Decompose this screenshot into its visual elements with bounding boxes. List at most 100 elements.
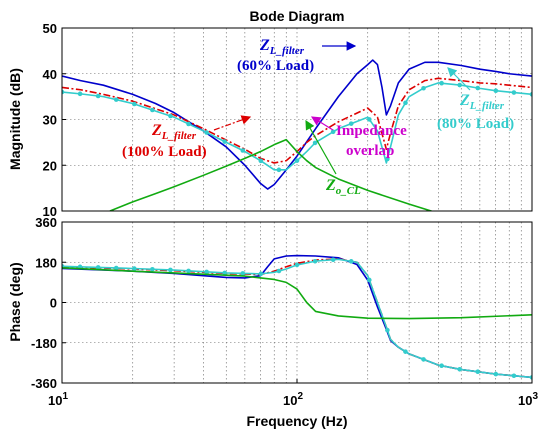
zocl-main: Z <box>325 177 336 194</box>
overlap-label-line2: overlap <box>346 143 394 159</box>
phase-z80-marker <box>330 257 336 263</box>
magnitude-z80-marker <box>312 140 318 146</box>
magnitude-z80-marker <box>421 85 426 91</box>
magnitude-z80-marker <box>403 100 408 106</box>
phase-y-ticks: -360 -180 0 180 360 <box>31 215 66 391</box>
magnitude-z80-marker <box>367 117 372 122</box>
magnitude-z80-marker <box>204 130 209 135</box>
magnitude-z80-marker <box>150 107 155 113</box>
phase-z80-marker <box>168 267 173 273</box>
z80-subscript: L_filter <box>469 100 505 112</box>
phase-z80-marker <box>186 268 191 274</box>
magnitude-z80-marker <box>330 129 336 135</box>
phase-z80-marker <box>457 366 462 372</box>
magnitude-z80-marker <box>475 85 481 91</box>
y-tick-label: 180 <box>35 255 57 270</box>
z60-load-label: (60% Load) <box>237 58 314 74</box>
annotation-z80: ZL_filter (80% Load) <box>437 67 514 132</box>
z100-subscript: L_filter <box>161 130 197 142</box>
z60-main: Z <box>259 37 270 54</box>
annotation-zocl: Zo_CL <box>305 119 361 197</box>
phase-z80-marker <box>385 327 390 333</box>
phase-z80-marker <box>439 363 444 369</box>
phase-z80-marker <box>367 277 372 283</box>
svg-text:ZL_filter: ZL_filter <box>259 37 305 57</box>
phase-z80-marker <box>312 258 318 264</box>
magnitude-series <box>62 59 532 211</box>
x-tick-label: 103 <box>518 391 538 408</box>
x-tick-label: 101 <box>48 391 68 408</box>
x-axis-label: Frequency (Hz) <box>246 413 347 429</box>
z100-load-label: (100% Load) <box>122 144 207 160</box>
phase-z80-marker <box>511 373 517 379</box>
magnitude-z80-marker <box>95 93 101 99</box>
magnitude-series-z60 <box>62 59 532 190</box>
z80-arrow <box>447 67 471 91</box>
phase-z80-marker <box>258 271 264 277</box>
magnitude-z80-marker <box>439 80 444 86</box>
magnitude-z80-marker <box>240 148 246 153</box>
z80-load-label: (80% Load) <box>437 116 514 132</box>
phase-series <box>62 254 532 380</box>
annotation-z60: ZL_filter (60% Load) <box>237 37 357 74</box>
overlap-arrow <box>310 116 334 131</box>
phase-z80-marker <box>113 265 119 271</box>
x-tick-label: 102 <box>283 391 303 408</box>
phase-z80-marker <box>150 266 155 272</box>
overlap-label-line1: Impedance <box>336 123 407 139</box>
magnitude-z80-marker <box>493 88 499 94</box>
annotation-z100: ZL_filter (100% Load) <box>122 115 252 160</box>
magnitude-z80-marker <box>511 90 517 95</box>
magnitude-z80-marker <box>294 158 300 163</box>
magnitude-series-zocl <box>109 138 434 211</box>
y-tick-label: 0 <box>50 296 57 311</box>
magnitude-z80-marker <box>168 113 173 119</box>
y-tick-label: 40 <box>43 67 57 82</box>
y-tick-label: 360 <box>35 215 57 230</box>
svg-text:Zo_CL: Zo_CL <box>325 177 361 197</box>
magnitude-z80-marker <box>457 82 462 88</box>
phase-z80-marker <box>95 265 101 270</box>
svg-text:ZL_filter: ZL_filter <box>151 122 197 142</box>
phase-z80-marker <box>529 375 532 380</box>
magnitude-z80-marker <box>113 97 119 102</box>
phase-z80-marker <box>403 349 408 354</box>
z100-main: Z <box>151 122 162 139</box>
phase-z80-marker <box>222 270 227 276</box>
magnitude-z80-marker <box>132 101 137 107</box>
chart-title: Bode Diagram <box>250 8 345 24</box>
y-tick-label: 30 <box>43 113 57 128</box>
phase-series-z80 <box>62 258 532 379</box>
magnitude-z80-marker <box>62 89 65 95</box>
magnitude-z80-marker <box>348 121 354 126</box>
y-tick-label: -360 <box>31 376 57 391</box>
y-tick-label: 50 <box>43 21 57 36</box>
phase-z80-marker <box>132 266 137 271</box>
magnitude-z80-marker <box>258 158 264 164</box>
magnitude-z80-marker <box>77 91 83 97</box>
phase-z80-marker <box>493 371 499 377</box>
phase-z80-marker <box>421 357 426 362</box>
phase-y-label: Phase (deg) <box>7 262 23 341</box>
phase-z80-marker <box>240 271 246 276</box>
z60-subscript: L_filter <box>269 45 305 57</box>
svg-text:ZL_filter: ZL_filter <box>459 92 505 112</box>
magnitude-z80-marker <box>276 167 282 173</box>
y-tick-label: 10 <box>43 204 57 219</box>
y-tick-label: -180 <box>31 336 57 351</box>
phase-z80-marker <box>204 269 209 275</box>
magnitude-z80-marker <box>222 139 227 144</box>
phase-series-zocl <box>62 267 532 320</box>
y-tick-label: 20 <box>43 158 57 173</box>
magnitude-z80-marker <box>385 156 390 162</box>
z80-main: Z <box>459 92 470 109</box>
x-ticks: 101 102 103 <box>48 379 538 408</box>
phase-grid <box>61 221 532 384</box>
zocl-subscript: o_CL <box>336 185 361 197</box>
phase-z80-marker <box>475 369 481 375</box>
phase-z80-marker <box>294 262 300 268</box>
magnitude-z80-marker <box>186 121 191 127</box>
zocl-arrow <box>305 119 337 175</box>
magnitude-z80-marker <box>529 92 532 97</box>
